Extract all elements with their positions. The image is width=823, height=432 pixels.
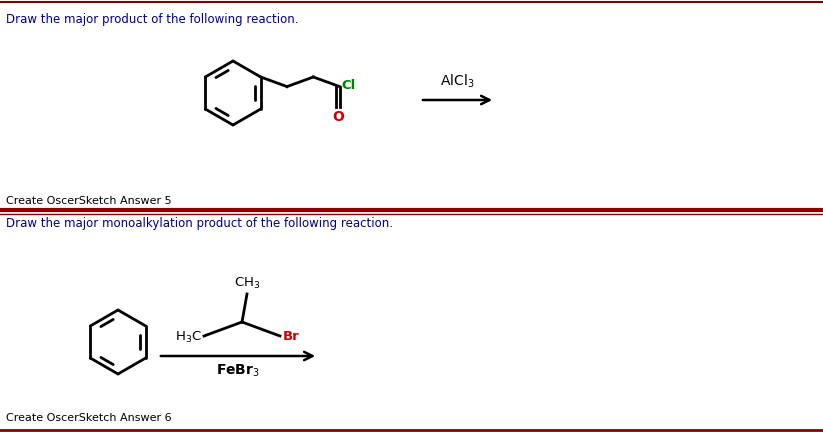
Text: Create OscerSketch Answer 6: Create OscerSketch Answer 6 <box>6 413 172 423</box>
Text: CH$_3$: CH$_3$ <box>234 276 260 291</box>
Text: FeBr$_3$: FeBr$_3$ <box>216 363 260 379</box>
Text: Draw the major monoalkylation product of the following reaction.: Draw the major monoalkylation product of… <box>6 217 393 230</box>
Text: AlCl$_3$: AlCl$_3$ <box>440 73 475 90</box>
Text: Draw the major product of the following reaction.: Draw the major product of the following … <box>6 13 299 26</box>
Text: H$_3$C: H$_3$C <box>175 330 202 345</box>
Text: O: O <box>332 110 344 124</box>
Text: Cl: Cl <box>342 79 356 92</box>
Text: Br: Br <box>283 330 300 343</box>
Text: Create OscerSketch Answer 5: Create OscerSketch Answer 5 <box>6 196 172 206</box>
